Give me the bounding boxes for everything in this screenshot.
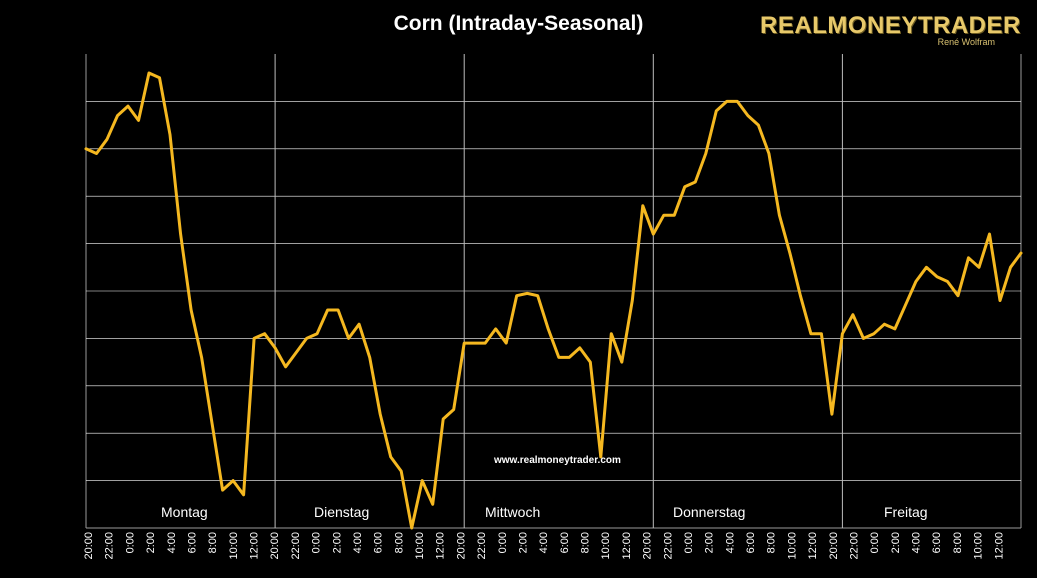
x-tick-label: 10:00 bbox=[973, 532, 985, 560]
x-tick-label: 2:00 bbox=[704, 532, 716, 553]
x-tick-label: 8:00 bbox=[766, 532, 778, 553]
x-tick-label: 4:00 bbox=[166, 532, 178, 553]
x-tick-label: 20:00 bbox=[642, 532, 654, 560]
x-tick-label: 20:00 bbox=[83, 532, 95, 560]
x-tick-label: 22:00 bbox=[848, 532, 860, 560]
x-tick-label: 10:00 bbox=[414, 532, 426, 560]
x-tick-label: 22:00 bbox=[104, 532, 116, 560]
x-tick-label: 20:00 bbox=[269, 532, 281, 560]
x-tick-label: 12:00 bbox=[249, 532, 261, 560]
x-tick-label: 6:00 bbox=[373, 532, 385, 553]
x-tick-label: 6:00 bbox=[931, 532, 943, 553]
x-tick-label: 6:00 bbox=[745, 532, 757, 553]
brand-logo: REALMONEYTRADER René Wolfram bbox=[760, 12, 1021, 47]
day-label-friday: Freitag bbox=[884, 504, 928, 520]
x-tick-label: 20:00 bbox=[455, 532, 467, 560]
x-tick-label: 10:00 bbox=[228, 532, 240, 560]
x-tick-label: 0:00 bbox=[497, 532, 509, 553]
day-separators bbox=[274, 54, 843, 528]
x-tick-label: 8:00 bbox=[207, 532, 219, 553]
x-tick-label: 0:00 bbox=[311, 532, 323, 553]
x-tick-label: 4:00 bbox=[724, 532, 736, 553]
x-tick-label: 0:00 bbox=[869, 532, 881, 553]
grid bbox=[85, 54, 1022, 529]
x-tick-label: 8:00 bbox=[952, 532, 964, 553]
chart-title: Corn (Intraday-Seasonal) bbox=[393, 12, 644, 35]
x-tick-label: 22:00 bbox=[476, 532, 488, 560]
x-tick-label: 10:00 bbox=[786, 532, 798, 560]
x-axis-ticks: 20:00 22:00 0:00 2:00 4:00 6:00 8:00 10:00 12:00… bbox=[83, 532, 1005, 560]
x-tick-label: 4:00 bbox=[538, 532, 550, 553]
x-tick-label: 4:00 bbox=[352, 532, 364, 553]
x-tick-label: 4:00 bbox=[911, 532, 923, 553]
website-watermark: www.realmoneytrader.com bbox=[494, 455, 621, 466]
x-tick-label: 6:00 bbox=[559, 532, 571, 553]
x-tick-label: 2:00 bbox=[331, 532, 343, 553]
x-tick-label: 8:00 bbox=[580, 532, 592, 553]
day-label-tuesday: Dienstag bbox=[314, 504, 370, 520]
x-tick-label: 2:00 bbox=[145, 532, 157, 553]
x-tick-label: 22:00 bbox=[662, 532, 674, 560]
day-label-wednesday: Mittwoch bbox=[485, 504, 541, 520]
series-line-corn bbox=[84, 71, 1023, 530]
day-label-monday: Montag bbox=[161, 504, 208, 520]
x-tick-label: 8:00 bbox=[393, 532, 405, 553]
x-tick-label: 12:00 bbox=[807, 532, 819, 560]
x-tick-label: 12:00 bbox=[993, 532, 1005, 560]
day-label-thursday: Donnerstag bbox=[673, 504, 746, 520]
brand-author: René Wolfram bbox=[937, 37, 995, 47]
x-tick-label: 12:00 bbox=[621, 532, 633, 560]
x-tick-label: 0:00 bbox=[124, 532, 136, 553]
x-tick-label: 10:00 bbox=[600, 532, 612, 560]
x-tick-label: 22:00 bbox=[290, 532, 302, 560]
x-tick-label: 20:00 bbox=[828, 532, 840, 560]
x-tick-label: 12:00 bbox=[435, 532, 447, 560]
x-tick-label: 2:00 bbox=[890, 532, 902, 553]
x-tick-label: 2:00 bbox=[517, 532, 529, 553]
brand-name: REALMONEYTRADER bbox=[760, 12, 1021, 39]
x-tick-label: 6:00 bbox=[186, 532, 198, 553]
x-tick-label: 0:00 bbox=[683, 532, 695, 553]
